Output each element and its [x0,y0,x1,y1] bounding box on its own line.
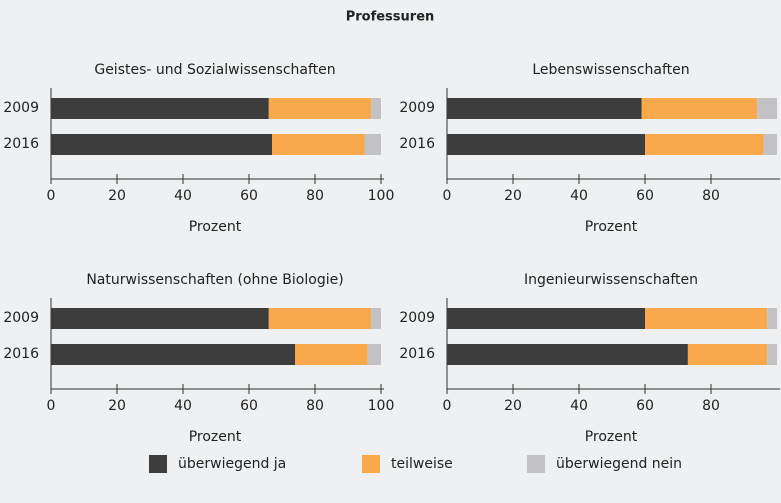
bar-segment [371,98,381,119]
x-axis-label: Prozent [585,429,638,445]
bar-segment [757,98,777,119]
bar-segment [364,134,381,155]
y-tick-label: 2016 [399,136,435,152]
x-tick-label: 60 [240,188,258,204]
x-tick-label: 40 [570,188,588,204]
bar-segment [268,308,372,329]
bar-segment [51,344,296,365]
legend-label: teilweise [391,456,453,472]
x-tick-label: 80 [702,398,720,414]
legend-swatch [527,455,545,473]
x-tick-label: 60 [240,398,258,414]
x-tick-label: 100 [368,188,395,204]
panel-title: Naturwissenschaften (ohne Biologie) [86,272,343,288]
x-tick-label: 20 [504,398,522,414]
x-tick-label: 40 [570,398,588,414]
bar-segment [447,98,642,119]
x-tick-label: 20 [108,188,126,204]
x-tick-label: 0 [47,188,56,204]
bar-segment [51,134,273,155]
bar-segment [767,308,777,329]
bar-segment [51,308,269,329]
bar-segment [645,134,764,155]
bar-segment [447,344,688,365]
legend-swatch [149,455,167,473]
x-tick-label: 20 [108,398,126,414]
page-title: Professuren [346,10,435,25]
panel-title: Lebenswissenschaften [532,62,689,78]
bar-segment [295,344,368,365]
x-tick-label: 0 [443,188,452,204]
y-tick-label: 2016 [3,136,39,152]
panel-title: Ingenieurwissenschaften [524,272,698,288]
y-tick-label: 2009 [3,310,39,326]
bar-segment [645,308,768,329]
x-tick-label: 80 [306,188,324,204]
y-tick-label: 2009 [399,310,435,326]
bar-segment [272,134,365,155]
legend-swatch [362,455,380,473]
legend-label: überwiegend nein [556,456,682,472]
x-axis-label: Prozent [189,429,242,445]
x-tick-label: 60 [636,188,654,204]
x-tick-label: 40 [174,398,192,414]
bar-segment [447,134,645,155]
bar-segment [268,98,372,119]
bar-segment [767,344,777,365]
x-tick-label: 80 [306,398,324,414]
legend-label: überwiegend ja [178,456,286,472]
bar-segment [641,98,758,119]
y-tick-label: 2009 [3,100,39,116]
x-tick-label: 60 [636,398,654,414]
bar-segment [51,98,269,119]
bar-segment [687,344,768,365]
x-tick-label: 40 [174,188,192,204]
x-tick-label: 100 [368,398,395,414]
x-tick-label: 80 [702,188,720,204]
bar-segment [371,308,381,329]
y-tick-label: 2016 [3,346,39,362]
panel-title: Geistes- und Sozialwissenschaften [94,62,335,78]
bar-segment [367,344,381,365]
x-tick-label: 20 [504,188,522,204]
y-tick-label: 2016 [399,346,435,362]
x-tick-label: 0 [443,398,452,414]
x-tick-label: 0 [47,398,56,414]
bar-segment [447,308,645,329]
x-axis-label: Prozent [585,219,638,235]
y-tick-label: 2009 [399,100,435,116]
bar-segment [763,134,777,155]
x-axis-label: Prozent [189,219,242,235]
